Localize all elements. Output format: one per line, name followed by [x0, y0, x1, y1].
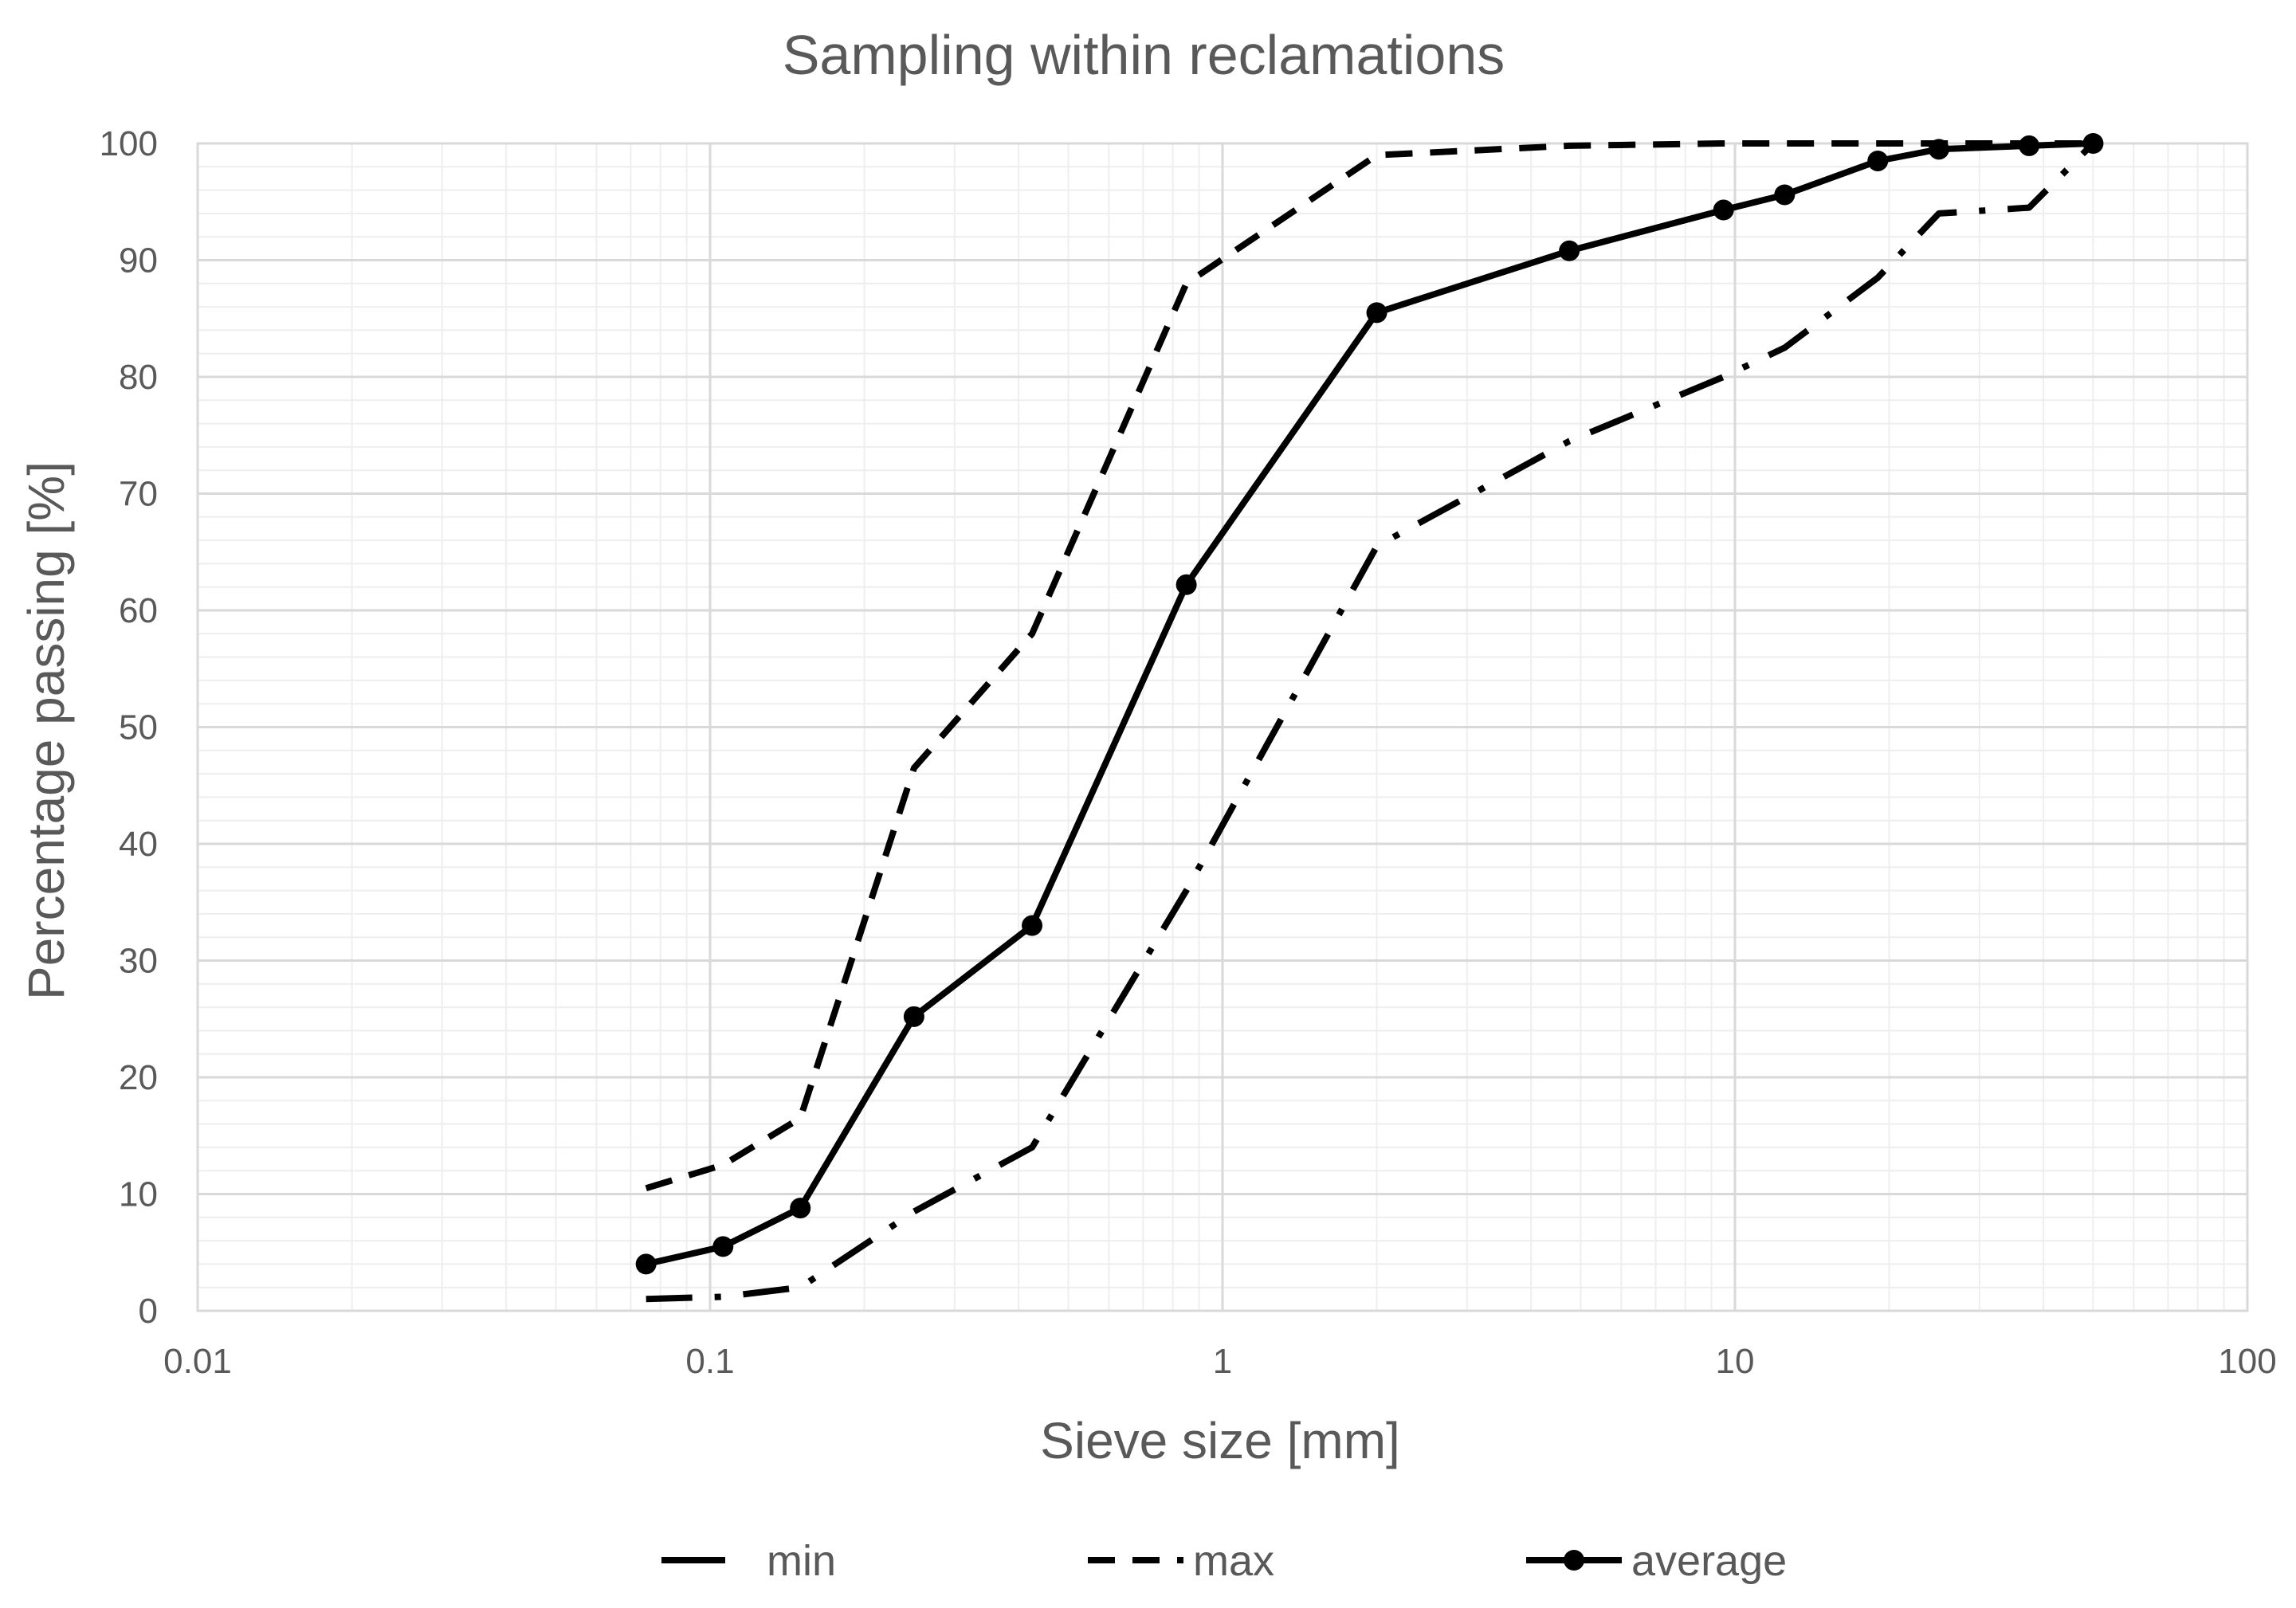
y-tick-label: 100 — [100, 124, 158, 163]
y-tick-label: 20 — [119, 1058, 158, 1097]
chart-title: Sampling within reclamations — [783, 24, 1505, 86]
plot-area-border — [196, 142, 2249, 1312]
y-tick-label: 10 — [119, 1175, 158, 1214]
y-tick-label: 40 — [119, 825, 158, 864]
legend: min max average — [661, 1537, 1787, 1585]
x-tick-label: 0.01 — [163, 1342, 232, 1381]
legend-label-min: min — [767, 1537, 836, 1585]
legend-label-max: max — [1193, 1537, 1274, 1585]
y-tick-label: 90 — [119, 241, 158, 280]
series-line-max — [645, 140, 2094, 1192]
series-layer — [635, 133, 2104, 1303]
y-axis-title: Percentage passing [%] — [18, 461, 75, 1000]
data-point-average — [1867, 150, 1889, 171]
data-point-average — [2082, 133, 2104, 154]
y-tick-label: 70 — [119, 475, 158, 514]
data-point-average — [903, 1006, 924, 1027]
x-tick-label: 0.1 — [685, 1342, 734, 1381]
y-axis-ticks: 0 10 20 30 40 50 60 70 80 90 100 — [100, 124, 158, 1331]
x-tick-label: 1 — [1213, 1342, 1232, 1381]
data-point-average — [790, 1198, 811, 1219]
x-axis-ticks: 0.01 0.1 1 10 100 — [163, 1342, 2277, 1381]
y-tick-label: 60 — [119, 591, 158, 630]
data-point-average — [1774, 184, 1796, 206]
x-tick-label: 100 — [2218, 1342, 2276, 1381]
data-point-average — [1713, 199, 1734, 221]
major-gridlines — [196, 142, 2249, 1312]
data-point-average — [1366, 302, 1387, 324]
data-point-average — [635, 1253, 657, 1275]
y-tick-label: 80 — [119, 358, 158, 397]
y-tick-label: 50 — [119, 708, 158, 747]
x-tick-label: 10 — [1716, 1342, 1755, 1381]
data-point-average — [712, 1236, 734, 1257]
x-axis-title: Sieve size [mm] — [1040, 1412, 1400, 1469]
series-line-min — [646, 141, 2096, 1303]
data-point-average — [1559, 240, 1580, 261]
y-tick-label: 0 — [139, 1292, 158, 1331]
data-point-average — [1175, 574, 1197, 595]
legend-label-average: average — [1631, 1537, 1787, 1585]
data-point-average — [2019, 135, 2040, 156]
data-point-average — [1928, 139, 1949, 160]
data-point-average — [1022, 915, 1043, 936]
legend-marker-average — [1564, 1550, 1584, 1571]
y-tick-label: 30 — [119, 942, 158, 981]
